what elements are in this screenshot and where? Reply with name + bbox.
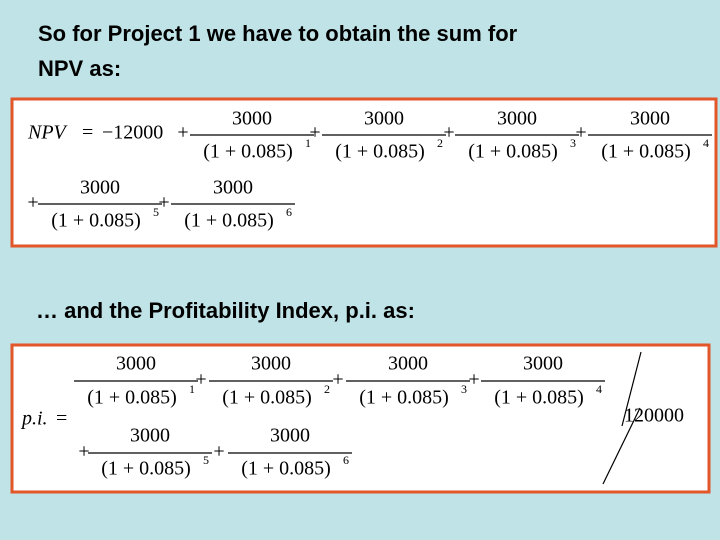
denominator: (1 + 0.085): [222, 387, 312, 409]
plus-sign: +: [78, 441, 89, 463]
formula-box: [10, 343, 711, 494]
plus-sign: +: [468, 369, 479, 391]
exponent: 2: [437, 136, 443, 150]
exponent: 1: [305, 136, 311, 150]
denominator: (1 + 0.085): [101, 458, 191, 480]
plus-sign: +: [332, 369, 343, 391]
exponent: 5: [153, 205, 159, 219]
numerator: 3000: [270, 425, 310, 447]
numerator: 3000: [213, 177, 253, 199]
numerator: 3000: [116, 353, 156, 375]
exponent: 3: [570, 136, 576, 150]
divide-stroke: [602, 407, 641, 485]
exponent: 4: [596, 382, 602, 396]
exponent: 3: [461, 382, 467, 396]
plus-sign: +: [309, 122, 320, 144]
formula-lhs: p.i.: [20, 408, 48, 430]
denominator: (1 + 0.085): [359, 387, 449, 409]
numerator: 3000: [251, 353, 291, 375]
formula-lhs: NPV: [27, 122, 69, 144]
denominator: (1 + 0.085): [203, 141, 293, 163]
plus-sign: +: [443, 122, 454, 144]
equals-sign: =: [56, 408, 67, 430]
numerator: 3000: [364, 108, 404, 130]
exponent: 4: [703, 136, 709, 150]
numerator: 3000: [523, 353, 563, 375]
denominator: (1 + 0.085): [335, 141, 425, 163]
numerator: 3000: [388, 353, 428, 375]
denominator: (1 + 0.085): [601, 141, 691, 163]
plus-sign: +: [195, 369, 206, 391]
plus-sign: +: [575, 122, 586, 144]
plus-sign: +: [213, 441, 224, 463]
denominator: (1 + 0.085): [468, 141, 558, 163]
plus-sign: +: [177, 122, 188, 144]
divide-stroke: [621, 351, 642, 427]
heading-line: … and the Profitability Index, p.i. as:: [36, 298, 415, 323]
numerator: 3000: [497, 108, 537, 130]
equals-sign: =: [82, 122, 93, 144]
denominator: (1 + 0.085): [51, 210, 141, 232]
exponent: 6: [343, 453, 349, 467]
exponent: 1: [189, 382, 195, 396]
numerator: 3000: [80, 177, 120, 199]
denominator: (1 + 0.085): [184, 210, 274, 232]
numerator: 3000: [130, 425, 170, 447]
initial-outlay: −12000: [102, 122, 163, 144]
exponent: 6: [286, 205, 292, 219]
exponent: 2: [324, 382, 330, 396]
denominator: (1 + 0.085): [87, 387, 177, 409]
formula-box: [10, 97, 718, 248]
divisor: 120000: [624, 405, 684, 427]
heading-line: NPV as:: [38, 56, 121, 81]
denominator: (1 + 0.085): [494, 387, 584, 409]
heading-line: So for Project 1 we have to obtain the s…: [38, 21, 518, 46]
exponent: 5: [203, 453, 209, 467]
plus-sign: +: [158, 192, 169, 214]
numerator: 3000: [630, 108, 670, 130]
plus-sign: +: [27, 192, 38, 214]
denominator: (1 + 0.085): [241, 458, 331, 480]
numerator: 3000: [232, 108, 272, 130]
